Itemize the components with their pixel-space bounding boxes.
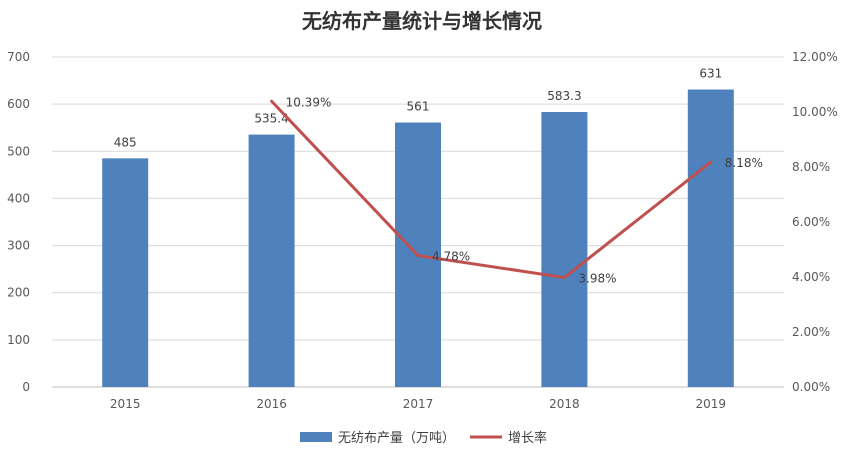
y-right-tick-label: 8.00%: [792, 160, 830, 174]
y-right-tick-label: 4.00%: [792, 270, 830, 284]
y-right-tick-label: 2.00%: [792, 325, 830, 339]
y-left-tick-label: 600: [7, 97, 30, 111]
y-right-tick-label: 10.00%: [792, 105, 838, 119]
x-tick-label: 2015: [110, 397, 141, 411]
y-left-tick-label: 100: [7, 333, 30, 347]
line-data-label: 10.39%: [286, 95, 332, 109]
bar: [102, 158, 149, 387]
x-tick-label: 2019: [696, 397, 727, 411]
bar-data-label: 583.3: [547, 89, 581, 103]
bar: [248, 134, 295, 387]
y-right-tick-label: 12.00%: [792, 50, 838, 64]
y-right-tick-label: 6.00%: [792, 215, 830, 229]
line-series: 10.39% 4.78% 3.98% 8.18%: [270, 95, 763, 286]
y-left-tick-label: 500: [7, 144, 30, 158]
legend-bar-label: 无纺布产量（万吨）: [338, 431, 455, 446]
right-axis: 0.00% 2.00% 4.00% 6.00% 8.00% 10.00% 12.00%: [792, 50, 838, 394]
legend-line-label: 增长率: [508, 430, 547, 446]
legend-bar-swatch: [300, 432, 332, 442]
bar-data-label: 561: [407, 100, 430, 114]
bar: [541, 112, 588, 387]
x-tick-label: 2018: [549, 397, 580, 411]
y-left-tick-label: 0: [22, 380, 30, 394]
line-data-label: 4.78%: [432, 250, 470, 264]
bar-series: 485 535.4 561 583.3 631: [102, 67, 734, 388]
y-right-tick-label: 0.00%: [792, 380, 830, 394]
left-axis: 0 100 200 300 400 500 600 700: [7, 50, 30, 394]
x-tick-label: 2017: [403, 397, 434, 411]
bar: [687, 89, 734, 388]
bar-data-label: 535.4: [254, 112, 288, 126]
bar-data-label: 631: [699, 67, 722, 81]
line-data-label: 3.98%: [578, 272, 616, 286]
growth-rate-line: [270, 99, 713, 280]
legend: 无纺布产量（万吨） 增长率: [300, 430, 547, 446]
x-axis: 2015 2016 2017 2018 2019: [52, 386, 784, 411]
y-left-tick-label: 300: [7, 239, 30, 253]
y-left-tick-label: 200: [7, 286, 30, 300]
bar-data-label: 485: [114, 135, 137, 149]
y-left-tick-label: 700: [7, 50, 30, 64]
y-left-tick-label: 400: [7, 191, 30, 205]
chart-title: 无纺布产量统计与增长情况: [302, 9, 542, 33]
line-data-label: 8.18%: [725, 156, 763, 170]
x-tick-label: 2016: [256, 397, 287, 411]
